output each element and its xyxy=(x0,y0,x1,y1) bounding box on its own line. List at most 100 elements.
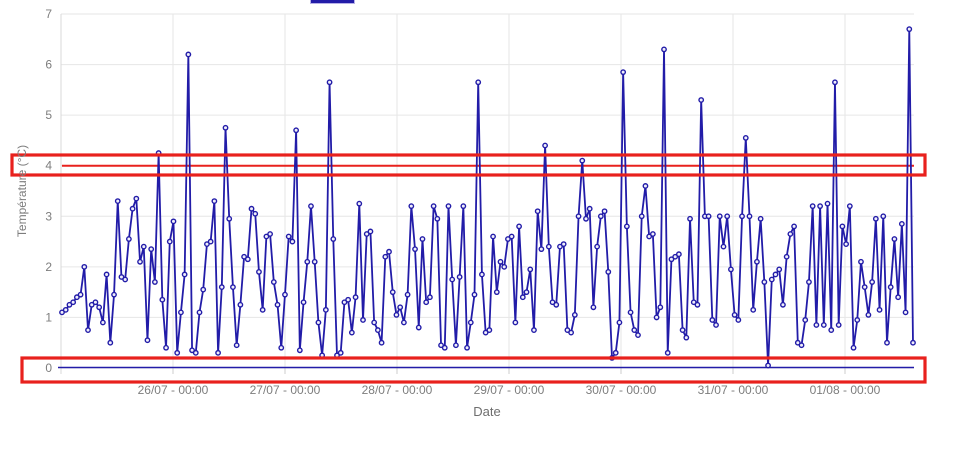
data-point-marker xyxy=(389,289,396,296)
x-tick-label: 27/07 - 00:00 xyxy=(250,383,321,397)
data-point-marker xyxy=(553,301,560,308)
data-point-marker xyxy=(441,344,448,351)
data-point-marker xyxy=(742,134,749,141)
data-point-marker xyxy=(393,311,400,318)
data-point-marker xyxy=(62,306,69,313)
data-point-marker xyxy=(490,233,496,240)
data-point-marker xyxy=(649,231,656,237)
data-point-marker xyxy=(374,327,381,333)
data-point-marker xyxy=(854,317,861,323)
data-point-marker xyxy=(709,317,716,323)
data-point-marker xyxy=(832,79,838,86)
data-point-marker xyxy=(211,198,218,205)
data-point-marker xyxy=(586,205,593,212)
data-point-marker xyxy=(404,291,411,298)
y-tick-label: 5 xyxy=(45,108,52,122)
data-point-marker xyxy=(479,271,485,278)
data-point-marker xyxy=(233,342,240,349)
data-point-marker xyxy=(508,233,515,240)
data-point-marker xyxy=(549,299,556,306)
data-point-marker xyxy=(512,319,519,326)
data-point-marker xyxy=(880,213,887,220)
data-point-marker xyxy=(352,294,359,301)
data-point-marker xyxy=(869,279,876,285)
data-point-marker xyxy=(690,299,697,306)
data-point-marker xyxy=(891,236,898,242)
data-point-marker xyxy=(638,213,645,220)
data-point-marker xyxy=(705,213,712,220)
data-point-marker xyxy=(345,296,352,303)
data-point-marker xyxy=(657,304,664,311)
data-point-marker xyxy=(419,236,426,242)
data-point-marker xyxy=(623,223,630,230)
data-point-marker xyxy=(300,299,307,306)
legend-swatch-cropped[interactable] xyxy=(310,0,355,4)
data-point-marker xyxy=(456,274,463,280)
data-point-marker xyxy=(207,238,214,245)
data-point-marker xyxy=(308,203,314,210)
data-point-marker xyxy=(850,344,857,351)
data-point-marker xyxy=(163,344,169,351)
data-point-marker xyxy=(594,243,601,250)
data-point-marker xyxy=(898,220,905,227)
data-point-marker xyxy=(661,46,667,53)
data-point-marker xyxy=(453,342,459,349)
data-point-marker xyxy=(884,339,890,346)
data-point-marker xyxy=(282,291,288,298)
data-point-marker xyxy=(237,301,244,308)
data-point-marker xyxy=(348,329,355,336)
data-point-marker xyxy=(378,339,385,346)
data-point-marker xyxy=(81,263,88,270)
data-point-marker xyxy=(579,157,586,164)
data-point-marker xyxy=(386,248,392,255)
x-tick-label: 30/07 - 00:00 xyxy=(586,383,657,397)
data-point-marker xyxy=(434,215,441,222)
data-point-marker xyxy=(226,215,233,222)
data-point-marker xyxy=(304,258,311,265)
data-point-marker xyxy=(906,26,913,33)
data-point-marker xyxy=(166,238,173,245)
y-tick-label: 6 xyxy=(45,58,52,72)
data-point-marker xyxy=(322,306,329,313)
data-point-marker xyxy=(296,347,303,354)
data-point-marker xyxy=(430,203,437,210)
data-point-marker xyxy=(731,311,738,318)
data-point-marker xyxy=(215,349,221,356)
data-point-marker xyxy=(200,286,207,293)
data-point-marker xyxy=(813,322,820,328)
data-point-marker xyxy=(902,309,909,316)
data-point-marker xyxy=(750,306,757,313)
data-point-marker xyxy=(471,291,478,298)
data-point-marker xyxy=(222,124,229,131)
data-point-marker xyxy=(783,253,790,260)
data-point-marker xyxy=(311,258,318,265)
data-point-marker xyxy=(486,327,493,333)
data-point-marker xyxy=(412,246,418,253)
data-point-marker xyxy=(363,231,370,237)
data-point-marker xyxy=(248,205,255,212)
data-point-marker xyxy=(809,203,816,210)
data-point-marker xyxy=(129,205,136,212)
data-point-marker xyxy=(642,183,649,189)
y-tick-label: 7 xyxy=(45,7,52,21)
data-point-marker xyxy=(445,203,452,210)
y-tick-label: 0 xyxy=(45,361,52,375)
y-tick-label: 1 xyxy=(45,310,52,324)
data-point-marker xyxy=(400,319,407,326)
data-point-marker xyxy=(230,284,236,290)
data-point-marker xyxy=(687,215,693,222)
data-point-marker xyxy=(653,314,660,321)
data-point-marker xyxy=(865,311,872,318)
data-point-marker xyxy=(341,299,348,306)
data-point-marker xyxy=(698,97,705,103)
x-tick-label: 26/07 - 00:00 xyxy=(138,383,209,397)
data-point-marker xyxy=(189,347,195,354)
data-point-marker xyxy=(716,213,723,220)
data-point-marker xyxy=(583,215,589,222)
data-point-marker xyxy=(114,198,121,205)
data-point-marker xyxy=(568,329,575,336)
data-point-marker xyxy=(423,299,430,306)
data-point-marker xyxy=(605,269,612,275)
